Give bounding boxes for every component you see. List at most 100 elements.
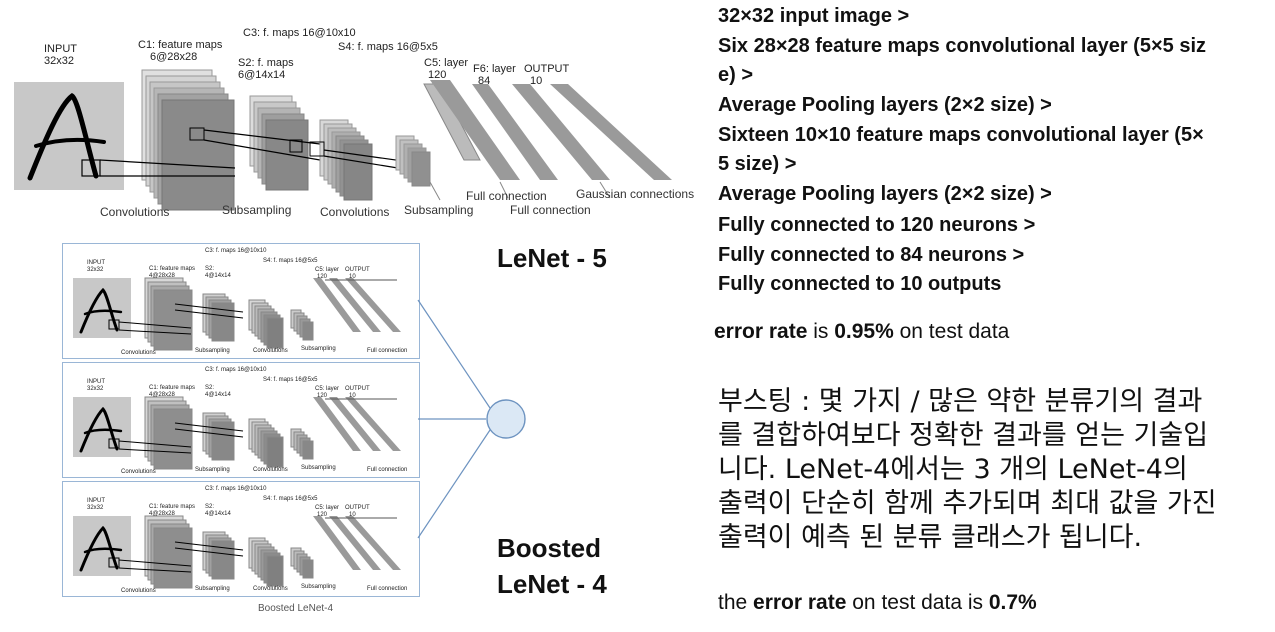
- c5-label: C5: layer: [315, 505, 339, 511]
- c3-map: [266, 436, 284, 468]
- convolutions-label-1: Convolutions: [121, 469, 156, 475]
- arch-step: Sixteen 10×10 feature maps convolutional…: [718, 124, 1204, 146]
- c1-label: C1: feature maps: [149, 385, 195, 391]
- lenet5-title: LeNet - 5: [497, 243, 607, 273]
- s2-size: 4@14x14: [205, 392, 231, 398]
- output-size: 10: [530, 75, 542, 87]
- connection-band: [345, 397, 401, 451]
- convolutions-label-1: Convolutions: [121, 588, 156, 594]
- convolutions-label-2: Convolutions: [320, 205, 389, 219]
- input-size: 32x32: [87, 386, 104, 392]
- connection-band: [345, 516, 401, 570]
- full-connection-label: Full connection: [367, 467, 407, 473]
- subsampling-label-2: Subsampling: [404, 203, 473, 217]
- arch-step: e) >: [718, 64, 754, 86]
- c3-map: [266, 317, 284, 349]
- boosting-description: 부스팅 : 몇 가지 / 많은 약한 분류기의 결과를 결합하여보다 정확한 결…: [718, 386, 1217, 553]
- output-label: OUTPUT: [345, 267, 370, 273]
- connection-band: [313, 278, 361, 332]
- c1-label: C1: feature maps: [149, 504, 195, 510]
- output-size: 10: [349, 393, 356, 399]
- input-size: 32x32: [87, 267, 104, 273]
- full-connection-label: Full connection: [367, 586, 407, 592]
- handwritten-digit: [79, 406, 119, 453]
- c3-map: [266, 555, 284, 587]
- subsampling-label-2: Subsampling: [301, 465, 336, 471]
- c5-size: 120: [317, 393, 328, 399]
- full-connection-bands: [423, 80, 672, 201]
- c5-label: C5: layer: [424, 57, 468, 69]
- c3-label: C3: f. maps 16@10x10: [205, 248, 267, 254]
- c1-map: [153, 408, 193, 470]
- subsampling-label-2: Subsampling: [301, 346, 336, 352]
- lenet4-box-1: INPUT 32x32 C1: feature maps 4@28x28 C3: f. …: [62, 243, 420, 359]
- subsampling-label-1: Subsampling: [195, 467, 230, 473]
- c3-label: C3: f. maps 16@10x10: [243, 27, 356, 39]
- convolutions-label-2: Convolutions: [253, 467, 288, 473]
- output-size: 10: [349, 512, 356, 518]
- connection-band: [345, 278, 401, 332]
- s4-feature-maps: [395, 135, 431, 187]
- c1-label: C1: feature maps: [138, 39, 223, 51]
- boosted-title-line2: LeNet - 4: [497, 569, 607, 599]
- s4-label: S4: f. maps 16@5x5: [263, 377, 318, 383]
- connection-band: [329, 278, 381, 332]
- s4-label: S4: f. maps 16@5x5: [263, 496, 318, 502]
- arch-step: Average Pooling layers (2×2 size) >: [718, 183, 1052, 205]
- s2-size: 4@14x14: [205, 273, 231, 279]
- subsampling-label-2: Subsampling: [301, 584, 336, 590]
- arch-step: 32×32 input image >: [718, 5, 910, 27]
- input-label: INPUT: [44, 43, 77, 55]
- c1-size: 4@28x28: [149, 511, 175, 517]
- connection-band: [329, 397, 381, 451]
- connection-band: [313, 397, 361, 451]
- error-suffix: on test data: [893, 320, 1010, 343]
- convolutions-label-1: Convolutions: [100, 205, 169, 219]
- s2-size: 6@14x14: [238, 69, 285, 81]
- subsampling-label-1: Subsampling: [222, 203, 291, 217]
- lenet4-box-3: INPUT 32x32 C1: feature maps 4@28x28 C3: f. …: [62, 481, 420, 597]
- gaussian-label: Gaussian connections: [576, 187, 694, 201]
- full-connection-label: Full connection: [367, 348, 407, 354]
- lenet5-error-rate: error rate is 0.95% on test data: [714, 320, 1009, 344]
- s2-size: 4@14x14: [205, 511, 231, 517]
- lenet4-box-2: INPUT 32x32 C1: feature maps 4@28x28 C3: f. …: [62, 362, 420, 478]
- arch-step: Six 28×28 feature maps convolutional lay…: [718, 35, 1206, 57]
- f6-label: F6: layer: [473, 63, 516, 75]
- s4-label: S4: f. maps 16@5x5: [338, 41, 438, 53]
- subsampling-label-1: Subsampling: [195, 348, 230, 354]
- c3-label: C3: f. maps 16@10x10: [205, 486, 267, 492]
- convolutions-label-1: Convolutions: [121, 350, 156, 356]
- f6-size: 84: [478, 75, 490, 87]
- input-size: 32x32: [44, 55, 74, 67]
- c5-size: 120: [428, 69, 446, 81]
- convolutions-label-2: Convolutions: [253, 348, 288, 354]
- lenet5-diagram: INPUT 32x32 C1: feature maps 6@28x28 C3:…: [14, 27, 694, 219]
- output-size: 10: [349, 274, 356, 280]
- arch-step: Fully connected to 10 outputs: [718, 273, 1002, 295]
- s2-map: [211, 302, 235, 342]
- arch-step: 5 size) >: [718, 153, 797, 175]
- s4-map: [302, 321, 314, 341]
- output-label: OUTPUT: [345, 505, 370, 511]
- c5-size: 120: [317, 274, 328, 280]
- c1-map: [153, 289, 193, 351]
- error-term: error rate: [714, 320, 808, 343]
- boosted-error-rate: the error rate on test data is 0.7%: [718, 591, 1037, 615]
- s4-map: [302, 559, 314, 579]
- combiner-connections: [417, 299, 526, 539]
- input-size: 32x32: [87, 505, 104, 511]
- c1-size: 4@28x28: [149, 392, 175, 398]
- input-image: [14, 82, 124, 190]
- error-term: error rate: [753, 591, 847, 614]
- error-prefix: the: [718, 591, 754, 614]
- handwritten-digit: [79, 525, 119, 572]
- output-label: OUTPUT: [345, 386, 370, 392]
- arch-step: Fully connected to 84 neurons >: [718, 244, 1025, 266]
- combiner-node: [486, 399, 526, 439]
- s2-label: S2:: [205, 266, 214, 272]
- input-label: INPUT: [87, 379, 105, 385]
